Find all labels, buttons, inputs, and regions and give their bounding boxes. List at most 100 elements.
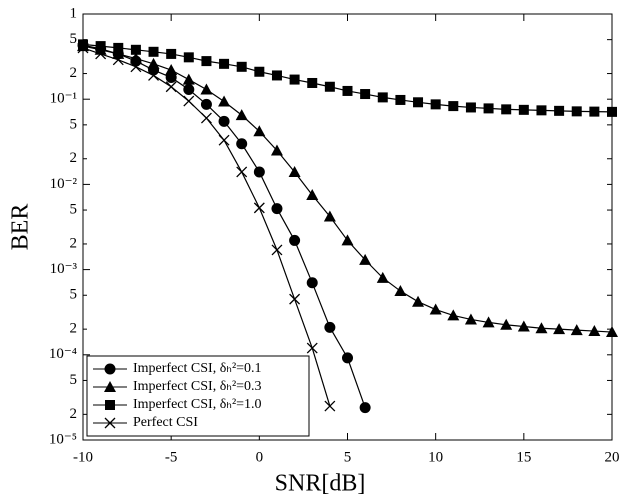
marker xyxy=(271,70,282,81)
marker xyxy=(104,381,116,392)
marker xyxy=(535,322,548,334)
y-tick-label: 2 xyxy=(70,150,78,166)
marker xyxy=(253,125,266,137)
y-tick-label: 5 xyxy=(70,31,78,47)
series-line xyxy=(82,43,613,113)
marker xyxy=(104,417,116,429)
y-tick-label: 10⁻³ xyxy=(50,261,78,277)
marker xyxy=(465,102,476,113)
y-tick-label: 2 xyxy=(70,65,78,81)
x-tick-label: 15 xyxy=(516,449,531,465)
marker xyxy=(307,77,318,88)
marker xyxy=(376,271,389,283)
marker xyxy=(289,234,301,246)
marker xyxy=(430,99,441,110)
marker xyxy=(236,166,248,178)
marker xyxy=(105,400,115,410)
marker xyxy=(341,234,354,246)
marker xyxy=(606,326,618,338)
marker xyxy=(218,115,230,127)
y-axis-label: BER xyxy=(8,204,34,251)
marker xyxy=(324,321,336,333)
marker xyxy=(394,285,407,297)
marker xyxy=(218,134,230,146)
y-tick-label: 5 xyxy=(70,287,78,303)
marker xyxy=(253,202,265,214)
legend-label: Imperfect CSI, δₕ²=1.0 xyxy=(133,397,262,412)
y-tick-label: 5 xyxy=(70,372,78,388)
marker xyxy=(483,103,494,114)
marker xyxy=(359,402,371,414)
marker xyxy=(289,293,301,305)
marker xyxy=(360,89,371,100)
marker xyxy=(306,189,319,201)
marker xyxy=(236,138,248,150)
marker xyxy=(570,324,583,336)
marker xyxy=(289,74,300,85)
marker xyxy=(183,83,195,95)
marker xyxy=(607,106,617,117)
y-tick-label: 10⁻² xyxy=(50,176,78,192)
legend-label: Perfect CSI xyxy=(133,415,198,430)
marker xyxy=(270,144,283,156)
marker xyxy=(536,105,547,116)
x-axis-label: SNR[dB] xyxy=(275,471,366,497)
marker xyxy=(324,81,335,92)
marker xyxy=(200,112,212,124)
marker xyxy=(165,64,178,76)
marker xyxy=(482,316,495,328)
y-tick-label: 10⁻⁴ xyxy=(49,346,77,362)
marker xyxy=(342,352,353,364)
marker xyxy=(130,44,141,55)
marker xyxy=(166,48,177,59)
x-tick-label: -5 xyxy=(165,449,178,465)
marker xyxy=(254,66,265,77)
marker xyxy=(253,166,265,178)
x-tick-label: -10 xyxy=(73,449,93,465)
marker xyxy=(183,95,195,107)
marker xyxy=(448,101,459,112)
y-tick-label: 2 xyxy=(70,406,78,422)
marker xyxy=(429,303,442,315)
y-tick-label: 2 xyxy=(70,321,78,337)
x-tick-label: 0 xyxy=(256,449,264,465)
marker xyxy=(218,95,231,107)
y-tick-label: 5 xyxy=(70,116,78,132)
legend-label: Imperfect CSI, δₕ²=0.3 xyxy=(133,379,262,394)
marker xyxy=(113,42,124,53)
marker xyxy=(323,210,336,222)
marker xyxy=(501,104,512,115)
marker xyxy=(200,83,213,95)
marker xyxy=(165,81,177,93)
marker xyxy=(200,98,212,110)
marker xyxy=(148,46,159,57)
marker xyxy=(104,363,116,375)
marker xyxy=(183,52,194,63)
marker xyxy=(395,94,406,105)
marker xyxy=(236,61,247,72)
marker xyxy=(78,39,88,50)
marker xyxy=(77,42,89,54)
x-tick-label: 20 xyxy=(605,449,620,465)
marker xyxy=(447,309,460,321)
y-tick-label: 5 xyxy=(70,201,78,217)
marker xyxy=(500,318,513,330)
legend: Imperfect CSI, δₕ²=0.1 Imperfect CSI, δₕ²… xyxy=(86,355,310,437)
marker xyxy=(377,92,388,103)
marker xyxy=(95,41,106,52)
marker xyxy=(95,48,107,60)
marker xyxy=(219,58,230,69)
marker xyxy=(517,320,530,332)
marker xyxy=(589,106,600,117)
marker xyxy=(112,54,124,66)
y-tick-label: 10⁻¹ xyxy=(50,91,77,107)
marker xyxy=(148,69,159,81)
marker xyxy=(235,109,248,121)
marker xyxy=(129,52,142,64)
marker xyxy=(554,105,565,116)
y-tick-label: 1 xyxy=(70,5,78,21)
marker xyxy=(147,57,160,69)
marker xyxy=(553,323,566,335)
marker xyxy=(306,342,318,354)
marker xyxy=(288,165,301,177)
